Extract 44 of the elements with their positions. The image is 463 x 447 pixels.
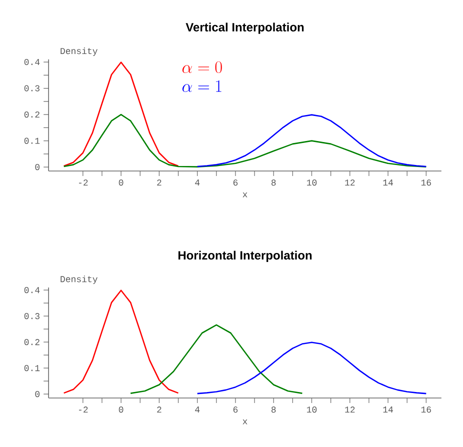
x-tick-label: 2 <box>157 180 162 186</box>
x-tick-label: 4 <box>195 406 200 412</box>
y-tick-label: 0.1 <box>24 138 40 144</box>
x-tick-label: 2 <box>157 406 162 413</box>
x-tick-label: -2 <box>78 406 88 413</box>
x-tick-label: 16 <box>421 406 431 413</box>
x-tick-label: 14 <box>383 406 393 412</box>
x-tick-label: 8 <box>271 180 276 186</box>
x-axis-title: x <box>242 192 248 198</box>
x-tick-label: 12 <box>345 406 355 413</box>
x-tick-label: 12 <box>345 180 355 186</box>
y-tick-label: 0 <box>35 164 40 170</box>
y-tick-label: 0.2 <box>24 339 40 346</box>
x-tick-label: 0 <box>118 406 124 413</box>
x-tick-label: 14 <box>383 180 393 186</box>
y-axis-title: Density <box>60 276 98 284</box>
y-tick-label: 0.4 <box>24 58 40 66</box>
x-tick-label: 10 <box>306 406 317 413</box>
x-tick-label: 8 <box>271 406 276 413</box>
x-tick-label: 16 <box>421 180 431 186</box>
line-series <box>196 342 427 394</box>
line-series <box>63 114 427 168</box>
y-tick-label: 0 <box>35 391 40 398</box>
x-tick-label: 10 <box>306 180 317 186</box>
x-axis-title: x <box>242 420 248 424</box>
y-tick-label: 0.3 <box>24 313 40 320</box>
y-tick-label: 0.3 <box>24 85 40 92</box>
y-tick-label: 0.2 <box>24 111 40 118</box>
x-tick-label: 6 <box>233 180 238 186</box>
line-series <box>63 290 179 394</box>
x-tick-label: -2 <box>78 180 88 186</box>
annotation: $\alpha = 0$ <box>182 61 222 74</box>
y-tick-label: 0.1 <box>24 365 40 372</box>
y-tick-label: 0.4 <box>24 287 40 294</box>
annotation: $\alpha = 1$ <box>182 80 222 92</box>
y-axis-title: Density <box>60 47 98 56</box>
x-tick-label: 6 <box>233 406 238 413</box>
x-tick-label: 0 <box>118 180 124 186</box>
chart-title: Vertical Interpolation <box>186 22 304 34</box>
line-series <box>196 114 427 168</box>
line-series <box>130 324 303 394</box>
line-series <box>63 62 179 167</box>
x-tick-label: 4 <box>195 180 200 186</box>
chart-title: Horizontal Interpolation <box>178 250 312 262</box>
